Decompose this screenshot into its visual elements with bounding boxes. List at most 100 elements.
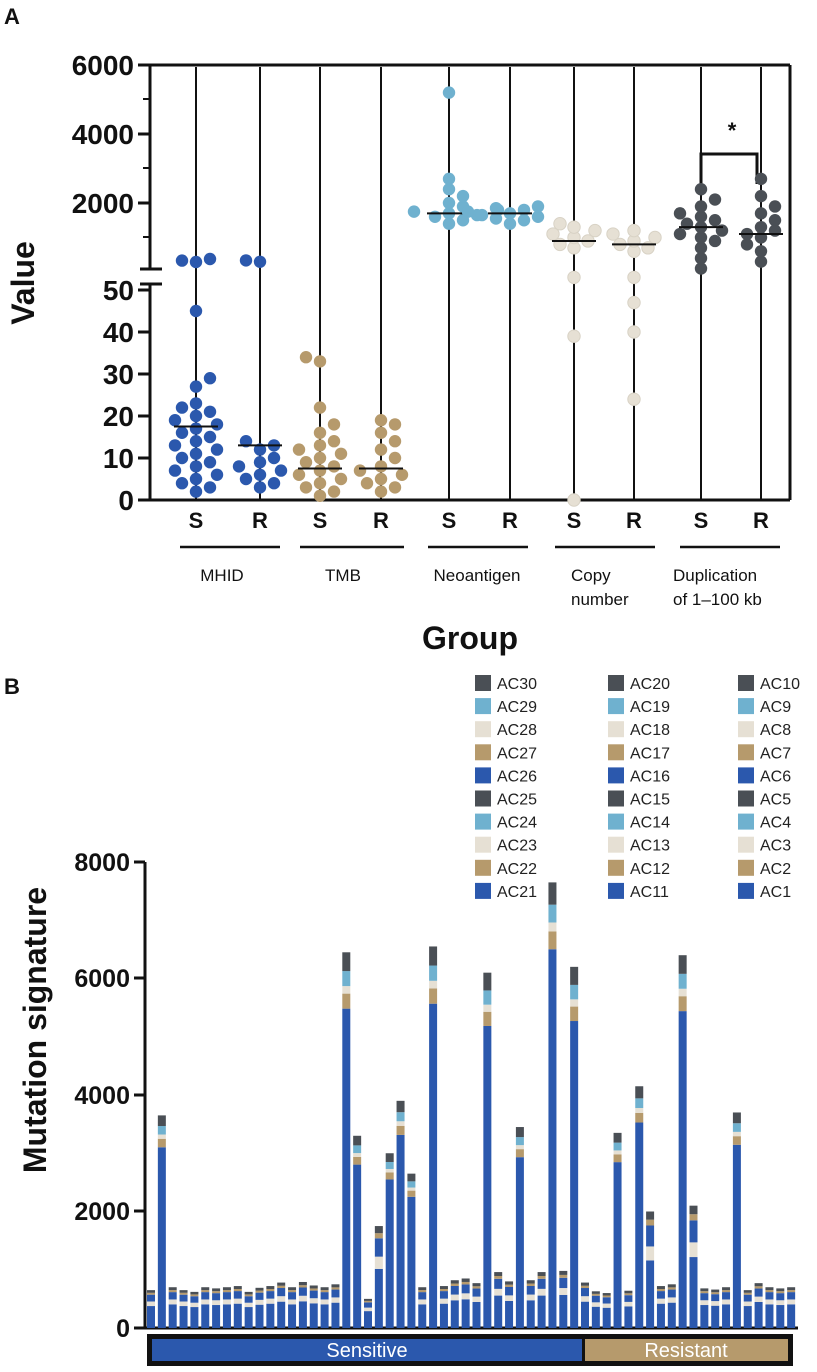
data-point-neoantigen-s	[442, 183, 456, 196]
bar-34-segment-2	[505, 1295, 514, 1301]
bar-41-segment-5	[581, 1282, 589, 1286]
data-point-neoantigen-r	[489, 212, 503, 225]
bar-53-segment-3	[711, 1294, 720, 1302]
data-point-mhid-s	[175, 426, 189, 439]
bar-34-segment-3	[505, 1286, 514, 1296]
bar-27-segment-2	[429, 988, 438, 1004]
bar-22-segment-3	[374, 1238, 383, 1257]
legend-label-ac29: AC29	[497, 699, 537, 716]
legend-swatch-ac15	[608, 790, 624, 807]
bar-55-segment-3	[732, 1131, 741, 1137]
bar-37-segment-3	[537, 1278, 546, 1289]
bar-29-segment-2	[450, 1294, 459, 1301]
legend-label-ac20: AC20	[630, 676, 670, 693]
bar-36-segment-2	[526, 1294, 535, 1301]
bar-26-segment-3	[418, 1292, 427, 1300]
legend-swatch-ac9	[738, 698, 754, 715]
bar-5-segment-4	[190, 1294, 199, 1297]
bar-21-segment-5	[364, 1298, 372, 1301]
bar-16-segment-3	[309, 1290, 318, 1299]
data-point-duplication-s	[694, 241, 708, 255]
label-tmb-s: S	[313, 508, 328, 533]
y-axis-title-a: Value	[5, 241, 41, 325]
bar-42-segment-2	[591, 1302, 600, 1307]
data-point-copy-r	[648, 230, 662, 245]
legend-swatch-ac28	[475, 721, 491, 738]
bar-56-segment-5	[743, 1290, 752, 1293]
legend-swatch-ac30	[475, 675, 491, 691]
bar-6-segment-1	[201, 1304, 210, 1328]
bar-2-segment-1	[157, 1147, 166, 1328]
bar-46-segment-4	[635, 1098, 644, 1109]
data-point-duplication-r	[740, 238, 754, 251]
legend-label-ac12: AC12	[630, 861, 670, 878]
legend-label-ac25: AC25	[497, 792, 537, 809]
bar-24-segment-3	[396, 1121, 405, 1126]
data-point-mhid-s	[168, 414, 182, 427]
bar-59-segment-2	[776, 1300, 785, 1306]
data-point-mhid-s	[203, 252, 217, 266]
bar-27-segment-3	[429, 980, 438, 989]
data-point-tmb-s	[327, 435, 341, 448]
legend-label-ac22: AC22	[497, 861, 537, 878]
data-point-tmb-s	[327, 460, 341, 473]
bar-21-segment-3	[364, 1302, 372, 1308]
data-point-duplication-s	[673, 207, 687, 220]
data-point-copy-r	[627, 270, 641, 285]
data-point-mhid-s	[203, 481, 217, 494]
data-point-copy-s	[588, 223, 602, 238]
bar-59-segment-5	[776, 1288, 785, 1292]
bar-18-segment-3	[331, 1289, 340, 1298]
bar-51-segment-5	[689, 1205, 698, 1215]
bar-39-segment-2	[559, 1288, 568, 1295]
bar-58-segment-5	[765, 1287, 774, 1291]
significance-line	[699, 152, 759, 184]
bar-3-segment-2	[168, 1299, 177, 1305]
tick-label-20: 20	[103, 401, 134, 432]
data-point-copy-r	[627, 392, 641, 406]
tick-label-2000: 2000	[72, 188, 134, 219]
bar-39-segment-1	[559, 1294, 568, 1328]
bar-57-segment-1	[754, 1301, 763, 1328]
group-label-tmb: TMB	[325, 566, 361, 585]
bar-8-segment-2	[222, 1299, 231, 1305]
data-point-neoantigen-s	[442, 172, 456, 186]
bar-21-segment-1	[364, 1311, 372, 1328]
legend-label-ac4: AC4	[760, 815, 791, 832]
bar-38-segment-2	[548, 931, 557, 950]
bar-11-segment-1	[255, 1304, 264, 1328]
data-point-mhid-r	[253, 255, 267, 268]
bar-11-segment-4	[255, 1290, 264, 1293]
bar-41-segment-1	[581, 1301, 589, 1328]
legend-swatch-ac18	[608, 721, 624, 738]
data-point-duplication-s	[708, 234, 722, 248]
bar-30-segment-4	[461, 1281, 470, 1285]
bar-51-segment-1	[689, 1257, 698, 1328]
bar-37-segment-4	[537, 1275, 546, 1279]
bar-56-segment-1	[743, 1306, 752, 1328]
subgroup-labels: S R S R S R S R S R	[189, 508, 769, 533]
legend-swatch-ac14	[608, 813, 624, 830]
y-axis-title-b: Mutation signature	[17, 887, 53, 1173]
bar-4-segment-1	[179, 1306, 188, 1328]
data-point-mhid-r	[253, 456, 267, 469]
data-point-mhid-s	[210, 468, 224, 481]
bar-11-segment-3	[255, 1292, 264, 1300]
bar-54-segment-3	[722, 1292, 731, 1300]
stacked-bars	[147, 882, 796, 1328]
bar-18-segment-2	[331, 1297, 340, 1303]
bar-31-segment-1	[472, 1301, 481, 1328]
data-point-duplication-r	[754, 255, 768, 268]
data-point-tmb-s	[299, 481, 313, 494]
bar-13-segment-3	[277, 1288, 286, 1297]
data-point-tmb-s	[334, 472, 348, 486]
data-point-mhid-s	[189, 255, 203, 269]
legend-label-ac7: AC7	[760, 745, 791, 762]
data-point-duplication-r	[768, 200, 782, 213]
data-point-duplication-s	[694, 262, 708, 275]
bar-10-segment-1	[244, 1307, 253, 1328]
bar-50-segment-3	[678, 988, 687, 997]
bar-53-segment-2	[711, 1301, 720, 1306]
bar-33-segment-3	[494, 1278, 503, 1289]
bar-36-segment-4	[526, 1283, 535, 1286]
